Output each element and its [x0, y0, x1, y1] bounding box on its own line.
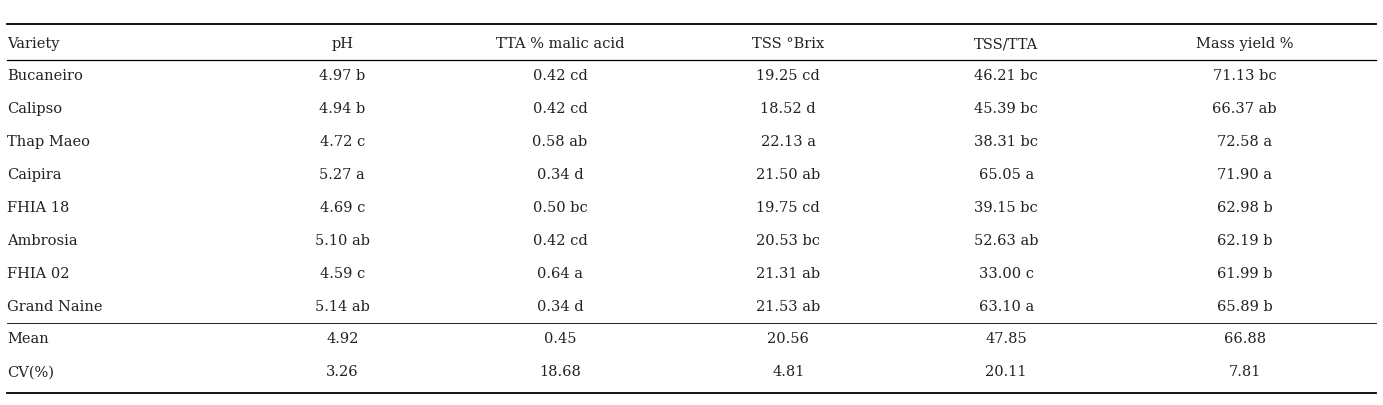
Text: 65.89 b: 65.89 b: [1217, 300, 1272, 313]
Text: pH: pH: [332, 37, 353, 51]
Text: 3.26: 3.26: [326, 365, 358, 379]
Text: FHIA 02: FHIA 02: [7, 266, 69, 281]
Text: 65.05 a: 65.05 a: [979, 168, 1033, 182]
Text: 0.42 cd: 0.42 cd: [532, 234, 588, 248]
Text: 71.13 bc: 71.13 bc: [1213, 69, 1277, 83]
Text: 39.15 bc: 39.15 bc: [974, 201, 1039, 215]
Text: CV(%): CV(%): [7, 365, 54, 379]
Text: 66.37 ab: 66.37 ab: [1213, 102, 1277, 116]
Text: 4.72 c: 4.72 c: [319, 135, 365, 149]
Text: 21.50 ab: 21.50 ab: [757, 168, 820, 182]
Text: Caipira: Caipira: [7, 168, 61, 182]
Text: 20.53 bc: 20.53 bc: [757, 234, 820, 248]
Text: 33.00 c: 33.00 c: [979, 266, 1033, 281]
Text: 62.98 b: 62.98 b: [1217, 201, 1272, 215]
Text: 46.21 bc: 46.21 bc: [974, 69, 1039, 83]
Text: 7.81: 7.81: [1228, 365, 1261, 379]
Text: 5.10 ab: 5.10 ab: [315, 234, 369, 248]
Text: 20.56: 20.56: [768, 333, 809, 346]
Text: FHIA 18: FHIA 18: [7, 201, 69, 215]
Text: 4.97 b: 4.97 b: [319, 69, 365, 83]
Text: 52.63 ab: 52.63 ab: [974, 234, 1039, 248]
Text: TSS/TTA: TSS/TTA: [974, 37, 1039, 51]
Text: Mean: Mean: [7, 333, 48, 346]
Text: 63.10 a: 63.10 a: [979, 300, 1033, 313]
Text: TSS °Brix: TSS °Brix: [752, 37, 824, 51]
Text: 4.94 b: 4.94 b: [319, 102, 365, 116]
Text: 0.50 bc: 0.50 bc: [532, 201, 588, 215]
Text: Bucaneiro: Bucaneiro: [7, 69, 83, 83]
Text: 71.90 a: 71.90 a: [1217, 168, 1272, 182]
Text: 0.34 d: 0.34 d: [537, 300, 584, 313]
Text: 0.58 ab: 0.58 ab: [532, 135, 588, 149]
Text: 5.27 a: 5.27 a: [319, 168, 365, 182]
Text: Thap Maeo: Thap Maeo: [7, 135, 90, 149]
Text: 22.13 a: 22.13 a: [761, 135, 816, 149]
Text: Ambrosia: Ambrosia: [7, 234, 77, 248]
Text: 4.92: 4.92: [326, 333, 358, 346]
Text: 21.31 ab: 21.31 ab: [757, 266, 820, 281]
Text: 45.39 bc: 45.39 bc: [974, 102, 1039, 116]
Text: 61.99 b: 61.99 b: [1217, 266, 1272, 281]
Text: 4.69 c: 4.69 c: [319, 201, 365, 215]
Text: Grand Naine: Grand Naine: [7, 300, 102, 313]
Text: 66.88: 66.88: [1224, 333, 1265, 346]
Text: 4.59 c: 4.59 c: [319, 266, 365, 281]
Text: 4.81: 4.81: [772, 365, 805, 379]
Text: 47.85: 47.85: [985, 333, 1028, 346]
Text: 5.14 ab: 5.14 ab: [315, 300, 369, 313]
Text: 0.42 cd: 0.42 cd: [532, 69, 588, 83]
Text: 0.64 a: 0.64 a: [537, 266, 584, 281]
Text: TTA % malic acid: TTA % malic acid: [496, 37, 624, 51]
Text: 62.19 b: 62.19 b: [1217, 234, 1272, 248]
Text: 72.58 a: 72.58 a: [1217, 135, 1272, 149]
Text: 38.31 bc: 38.31 bc: [974, 135, 1039, 149]
Text: 18.68: 18.68: [539, 365, 581, 379]
Text: Mass yield %: Mass yield %: [1196, 37, 1293, 51]
Text: 19.25 cd: 19.25 cd: [757, 69, 820, 83]
Text: 21.53 ab: 21.53 ab: [757, 300, 820, 313]
Text: 18.52 d: 18.52 d: [761, 102, 816, 116]
Text: 19.75 cd: 19.75 cd: [757, 201, 820, 215]
Text: Variety: Variety: [7, 37, 59, 51]
Text: 0.34 d: 0.34 d: [537, 168, 584, 182]
Text: 0.42 cd: 0.42 cd: [532, 102, 588, 116]
Text: 20.11: 20.11: [985, 365, 1028, 379]
Text: Calipso: Calipso: [7, 102, 62, 116]
Text: 0.45: 0.45: [544, 333, 577, 346]
